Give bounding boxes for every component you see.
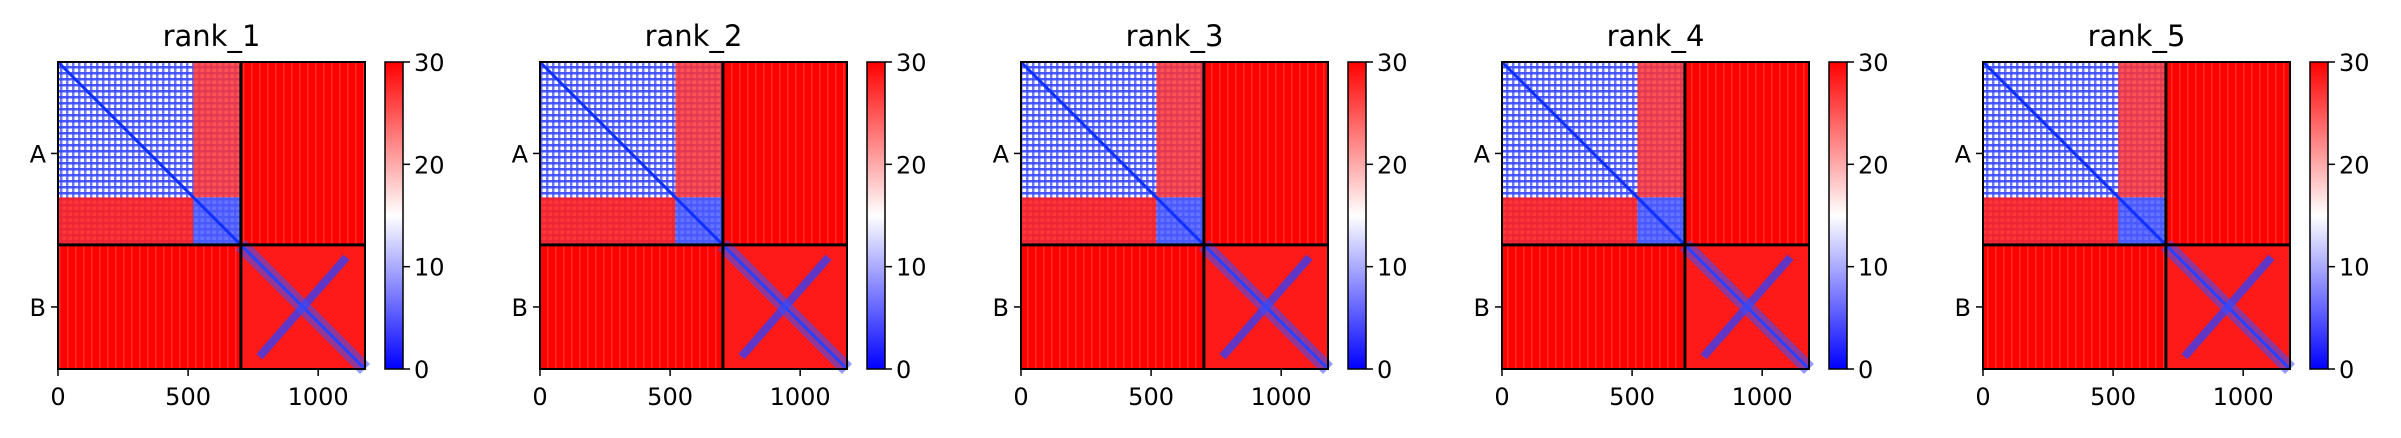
y-tick-label: B [512,294,528,322]
colorbar-tick-label: 30 [1377,49,1408,77]
colorbar [866,61,886,370]
x-tick-label: 1000 [770,383,831,411]
heatmap-panel: rank_5 A B 0 500 1000 0 10 20 30 [1955,19,2370,411]
colorbar [1828,61,1848,370]
heatmap-panel: rank_2 A B 0 500 1000 0 10 20 30 [512,19,927,411]
heatmap-b-diagonal-band [1679,239,1814,374]
heatmap-panel: rank_4 A B 0 500 1000 0 10 20 30 [1474,19,1889,411]
plot-frame [1501,61,1810,370]
x-tick-label: 500 [2090,383,2136,411]
plot-frame [1020,61,1329,370]
panel-title: rank_2 [645,19,743,53]
colorbar-tick-label: 0 [414,356,429,384]
x-tick-label: 500 [165,383,211,411]
colorbar-tick-label: 30 [1858,49,1889,77]
heatmap-b-diagonal-band [717,239,852,374]
colorbar-tick-label: 20 [1858,151,1889,179]
heatmap-block-a-offdiag [193,62,241,198]
heatmap-panel: rank_1 A B 0 500 1000 0 10 20 30 [30,19,445,411]
colorbar-tick-label: 10 [896,254,927,282]
y-tick-label: B [1474,294,1490,322]
colorbar-tick-label: 20 [2339,151,2370,179]
heatmap-block-a-offdiag [1983,197,2119,245]
colorbar-tick-label: 10 [414,254,445,282]
x-tick-label: 0 [1494,383,1509,411]
heatmap-b-diagonal-band [2160,239,2295,374]
heatmap-b-diagonal-band [1198,239,1333,374]
y-tick-label: B [30,294,46,322]
heatmap-block-a-offdiag [1021,197,1157,245]
colorbar-tick-label: 0 [1377,356,1392,384]
colorbar-tick-label: 20 [896,151,927,179]
colorbar-tick-label: 30 [414,49,445,77]
x-tick-label: 1000 [288,383,349,411]
y-tick-label: B [993,294,1009,322]
plot-frame [539,61,848,370]
colorbar-tick-label: 0 [2339,356,2354,384]
panel-title: rank_4 [1607,19,1705,53]
colorbar-tick-label: 20 [414,151,445,179]
panel-title: rank_3 [1126,19,1224,53]
colorbar-tick-label: 30 [2339,49,2370,77]
x-tick-label: 500 [1128,383,1174,411]
heatmap-block-a-offdiag [58,197,194,245]
y-tick-label: A [512,140,529,168]
y-tick-label: A [993,140,1010,168]
y-tick-label: A [30,140,47,168]
x-tick-label: 500 [647,383,693,411]
colorbar-tick-label: 10 [2339,254,2370,282]
heatmap-panel: rank_3 A B 0 500 1000 0 10 20 30 [993,19,1408,411]
heatmap-block-a-offdiag [1502,197,1638,245]
x-tick-label: 0 [50,383,65,411]
x-tick-label: 1000 [1732,383,1793,411]
x-tick-label: 1000 [1251,383,1312,411]
y-tick-label: A [1474,140,1491,168]
colorbar [1347,61,1367,370]
colorbar-tick-label: 0 [1858,356,1873,384]
x-tick-label: 0 [1013,383,1028,411]
colorbar [384,61,404,370]
colorbar-tick-label: 0 [896,356,911,384]
panel-title: rank_5 [2088,19,2186,53]
y-tick-label: B [1955,294,1971,322]
plot-frame [1982,61,2291,370]
heatmap-block-a-offdiag [540,197,676,245]
x-tick-label: 0 [1975,383,1990,411]
heatmap-block-a-offdiag [1637,62,1685,198]
colorbar-tick-label: 10 [1377,254,1408,282]
plot-frame [57,61,366,370]
x-tick-label: 1000 [2213,383,2274,411]
heatmap-b-diagonal-band [235,239,370,374]
colorbar-tick-label: 30 [896,49,927,77]
heatmap-block-a-offdiag [1156,62,1204,198]
x-tick-label: 500 [1609,383,1655,411]
heatmap-block-a-offdiag [675,62,723,198]
colorbar-tick-label: 20 [1377,151,1408,179]
x-tick-label: 0 [532,383,547,411]
y-tick-label: A [1955,140,1972,168]
panel-title: rank_1 [163,19,261,53]
colorbar [2309,61,2329,370]
colorbar-tick-label: 10 [1858,254,1889,282]
heatmap-block-a-offdiag [2118,62,2166,198]
